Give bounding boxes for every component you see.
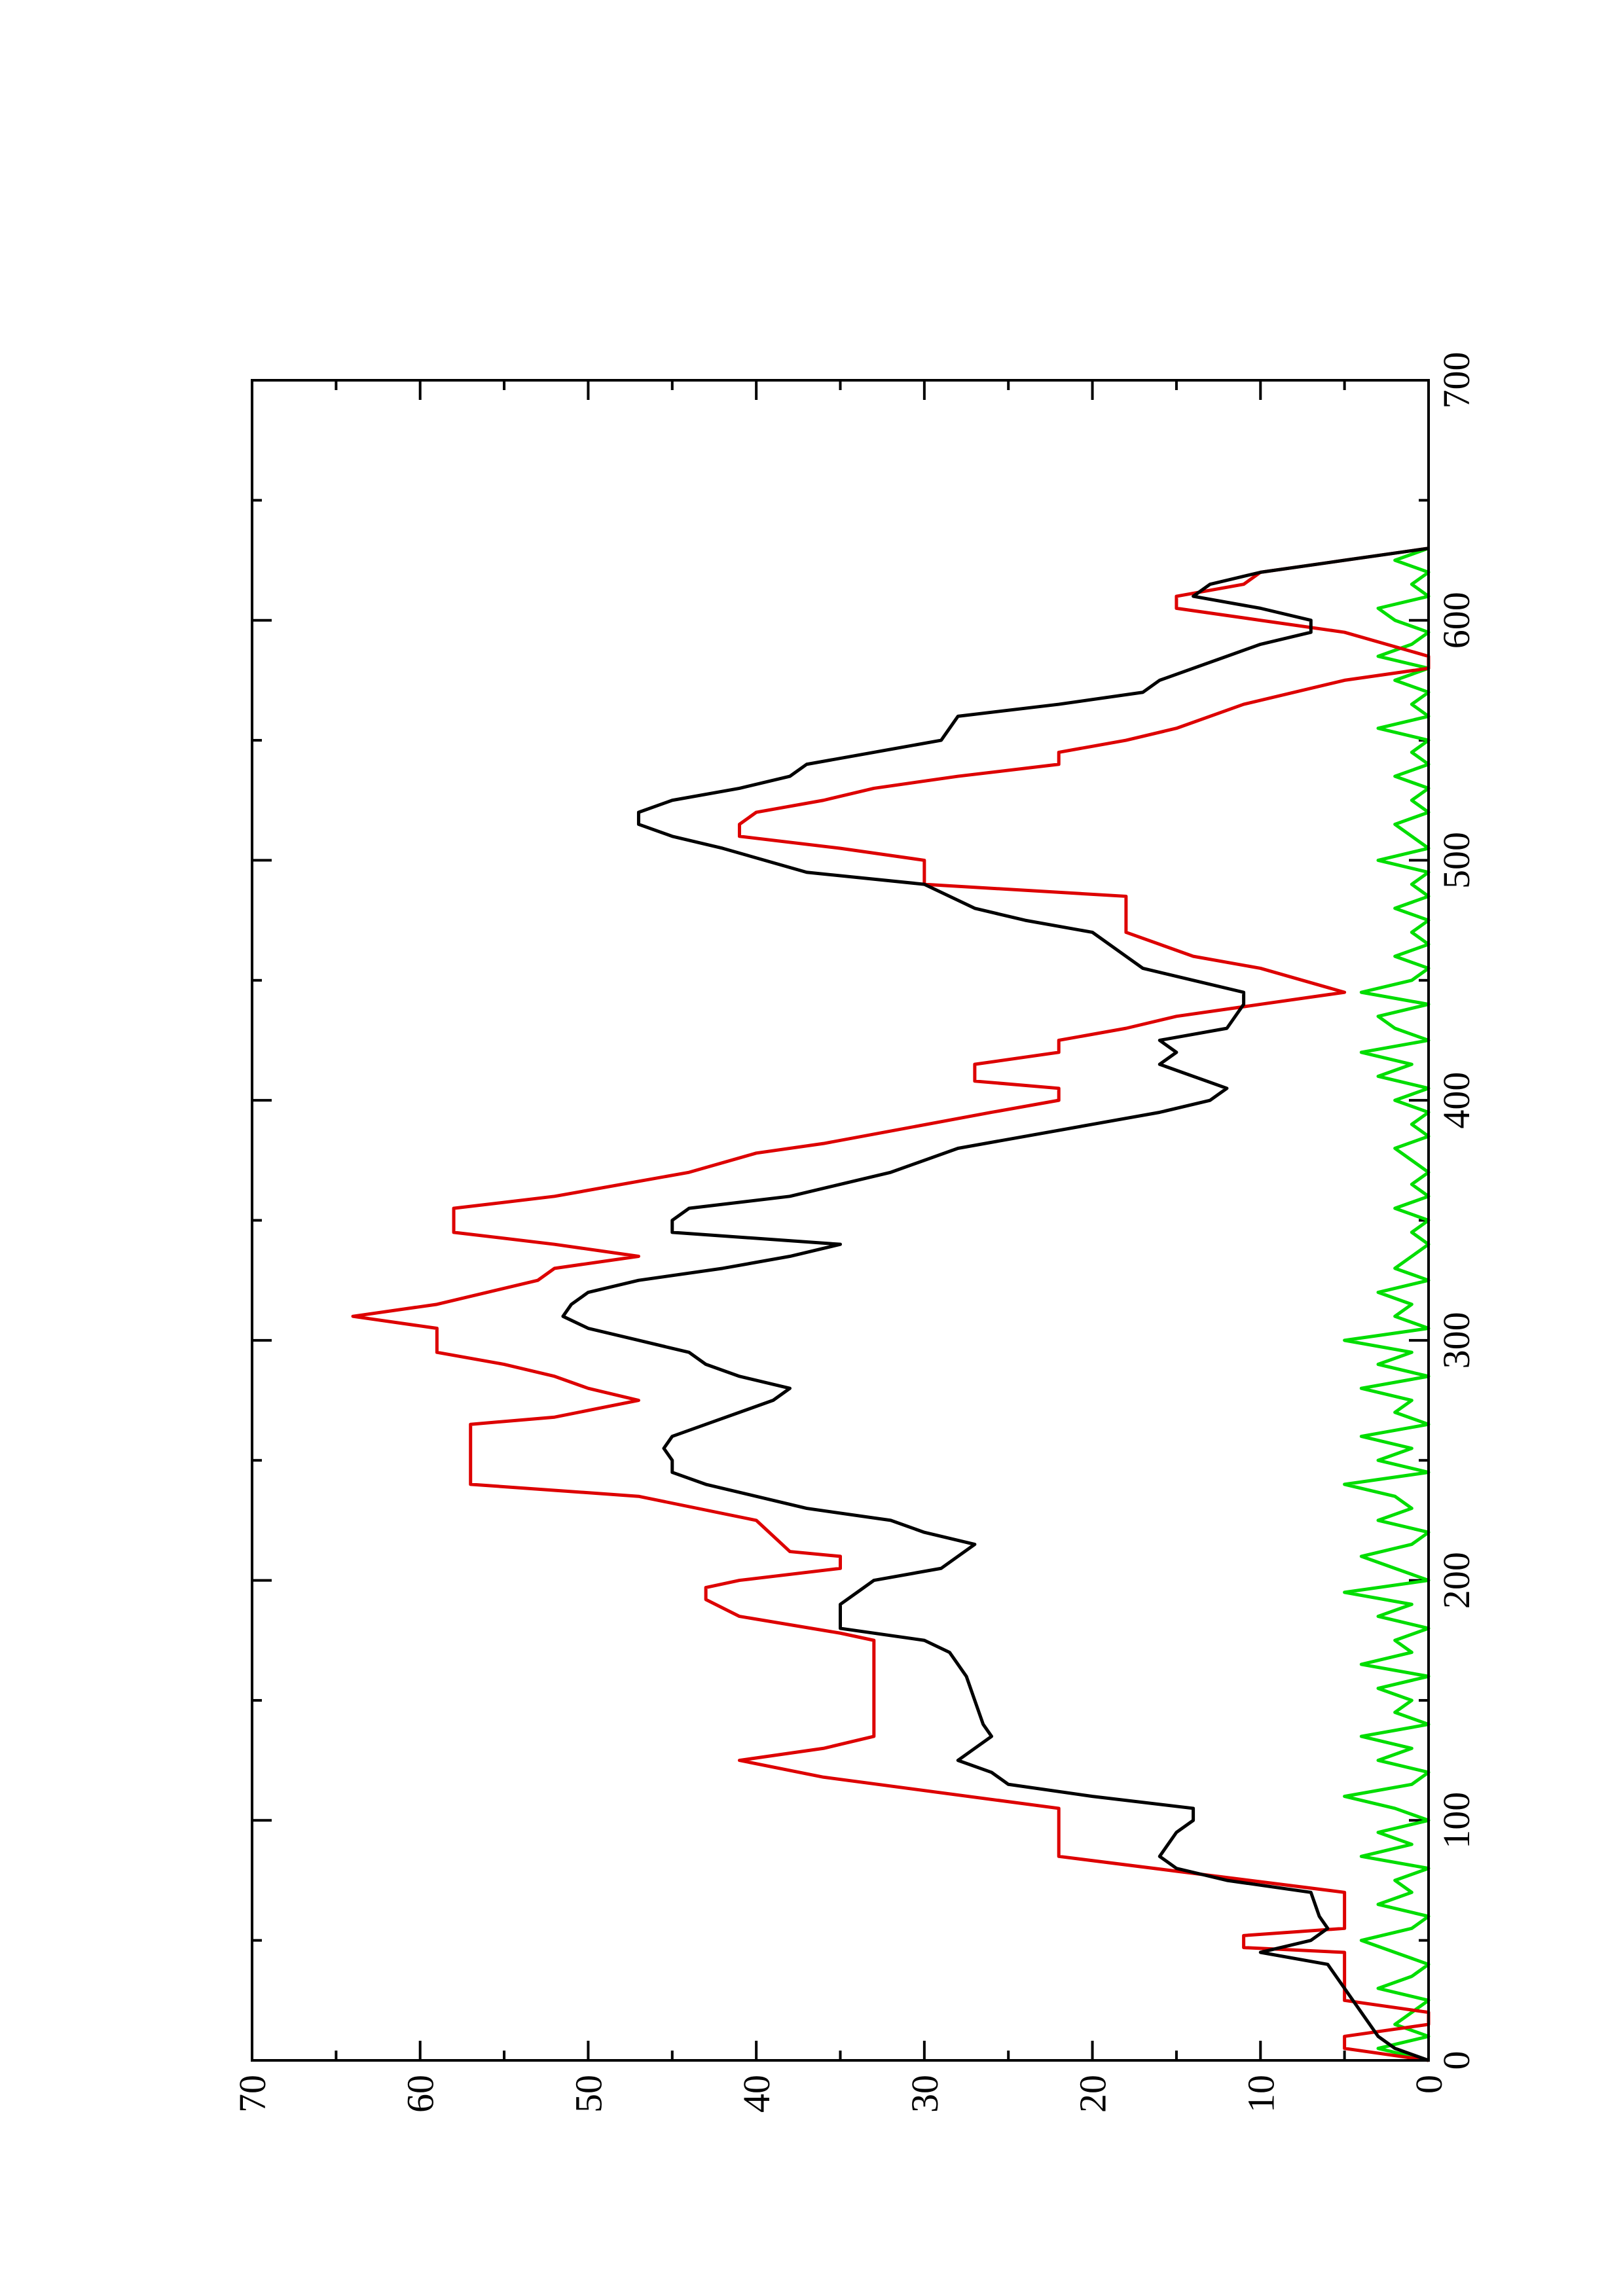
x-tick-label: 600	[1435, 592, 1478, 649]
y-tick-label: 60	[399, 2075, 442, 2113]
y-tick-label: 40	[735, 2075, 778, 2113]
x-tick-label: 300	[1435, 1312, 1478, 1369]
series-line	[351, 547, 1431, 2062]
x-tick-label: 0	[1435, 2051, 1478, 2070]
x-tick-label: 500	[1435, 832, 1478, 889]
y-tick-label: 70	[231, 2075, 274, 2113]
x-tick-label: 400	[1435, 1072, 1478, 1129]
y-tick-label: 10	[1239, 2075, 1282, 2113]
rotated-plot: 0 100 200 300 400 500 600 700 0 10 20 30 40 50 60 70	[231, 352, 1478, 2113]
x-tick-label: 700	[1435, 352, 1478, 409]
y-tick-label: 50	[567, 2075, 610, 2113]
series-line	[561, 547, 1429, 2062]
plot-frame	[251, 379, 1430, 2062]
x-tick-label: 100	[1435, 1792, 1478, 1849]
y-tick-label: 30	[903, 2075, 946, 2113]
series-line	[1343, 547, 1431, 2062]
y-tick-label: 20	[1072, 2075, 1114, 2113]
y-tick-label: 0	[1408, 2075, 1450, 2094]
x-tick-label: 200	[1435, 1552, 1478, 1609]
